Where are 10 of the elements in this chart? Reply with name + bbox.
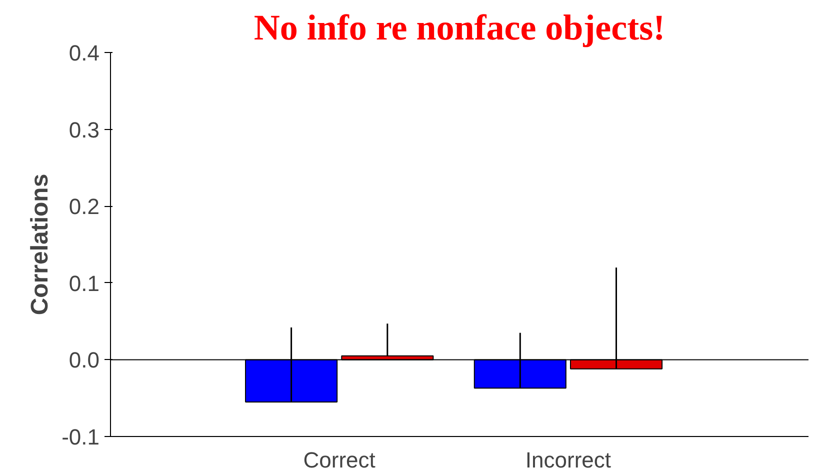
- y-tick-label: 0.3: [68, 117, 100, 142]
- y-tick-label: 0.1: [68, 270, 100, 296]
- y-tick-label: -0.1: [62, 424, 100, 450]
- y-tick-label: 0.2: [68, 194, 100, 220]
- chart-title: No info re nonface objects!: [254, 8, 666, 48]
- y-tick-label: 0.0: [68, 348, 100, 373]
- x-tick-label: Correct: [303, 448, 376, 472]
- y-tick-label: 0.4: [68, 40, 100, 66]
- x-tick-label: Incorrect: [525, 448, 612, 472]
- y-axis-title: Correlations: [26, 174, 54, 316]
